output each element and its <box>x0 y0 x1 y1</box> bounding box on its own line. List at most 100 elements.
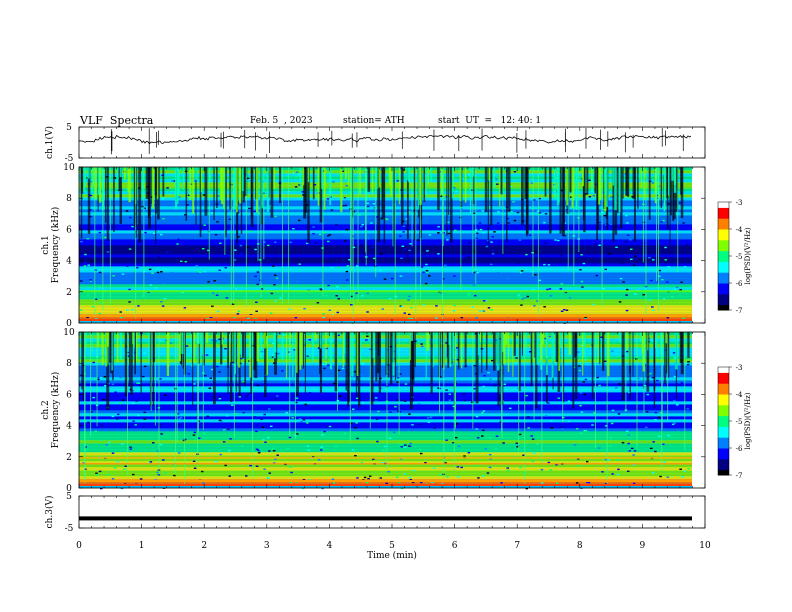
dark-streak <box>213 167 215 220</box>
noise-pixel <box>463 393 466 395</box>
noise-pixel <box>268 472 271 474</box>
noise-pixel <box>513 219 517 222</box>
noise-pixel <box>274 458 277 460</box>
dark-streak <box>633 167 636 242</box>
noise-pixel <box>117 217 120 220</box>
noise-pixel <box>100 424 104 427</box>
noise-pixel <box>391 277 394 280</box>
dark-streak <box>520 167 524 225</box>
noise-pixel <box>616 473 620 476</box>
noise-pixel <box>351 449 355 451</box>
sferic-burst <box>532 332 534 361</box>
colorbar-cell <box>718 212 729 216</box>
noise-pixel <box>418 448 422 451</box>
sferic-burst <box>344 167 347 180</box>
noise-pixel <box>482 340 485 342</box>
noise-pixel <box>404 383 408 385</box>
frequency-band <box>79 197 692 201</box>
noise-pixel <box>325 256 328 259</box>
colorbar-cell <box>718 410 729 413</box>
noise-pixel <box>506 217 509 220</box>
noise-pixel <box>298 219 301 222</box>
noise-pixel <box>85 403 88 405</box>
dark-streak <box>507 167 511 212</box>
noise-pixel <box>289 481 293 483</box>
frequency-band <box>79 230 692 234</box>
frequency-band <box>79 191 692 195</box>
noise-pixel <box>627 434 630 436</box>
sferic-burst <box>553 167 556 199</box>
noise-pixel <box>261 426 265 428</box>
sferic-burst <box>667 167 670 196</box>
colorbar-cell <box>718 223 729 226</box>
noise-pixel <box>656 197 659 200</box>
noise-pixel <box>538 212 542 214</box>
noise-pixel <box>184 214 187 216</box>
noise-pixel <box>253 416 257 418</box>
noise-pixel <box>162 282 166 285</box>
dark-streak <box>358 332 360 409</box>
noise-pixel <box>420 343 423 345</box>
y-tick-label: 5 <box>66 492 72 502</box>
colorbar-cell <box>718 422 729 426</box>
atmospheric-line <box>252 332 254 479</box>
noise-pixel <box>409 442 412 445</box>
noise-pixel <box>328 234 331 236</box>
sferic-burst <box>372 332 375 359</box>
noise-pixel <box>598 384 601 387</box>
noise-pixel <box>663 390 666 392</box>
noise-pixel <box>237 310 241 313</box>
noise-pixel <box>495 339 498 341</box>
noise-pixel <box>149 284 152 286</box>
atmospheric-line <box>143 167 145 298</box>
colorbar-cell <box>718 377 729 381</box>
noise-pixel <box>394 406 397 408</box>
noise-pixel <box>213 280 216 282</box>
noise-pixel <box>352 210 355 213</box>
noise-pixel <box>197 270 200 272</box>
low-frequency-line <box>79 321 692 323</box>
colorbar-cell <box>718 458 729 462</box>
noise-pixel <box>159 443 163 446</box>
noise-pixel <box>361 402 365 404</box>
dark-streak <box>119 167 122 224</box>
noise-pixel <box>143 418 147 420</box>
y-tick-label: -5 <box>65 154 74 164</box>
noise-pixel <box>131 225 134 228</box>
noise-pixel <box>199 271 202 273</box>
noise-pixel <box>424 462 427 464</box>
frequency-band <box>79 428 692 432</box>
sferic-burst <box>198 332 201 344</box>
noise-pixel <box>274 398 277 400</box>
noise-pixel <box>417 403 421 405</box>
noise-pixel <box>578 369 582 372</box>
noise-pixel <box>440 292 443 294</box>
atmospheric-line <box>257 167 259 262</box>
noise-pixel <box>616 459 619 461</box>
noise-pixel <box>481 289 485 291</box>
noise-pixel <box>406 255 409 257</box>
colorbar-cell <box>718 451 729 454</box>
noise-pixel <box>632 264 636 266</box>
noise-pixel <box>648 257 651 259</box>
atmospheric-line <box>573 167 575 286</box>
noise-pixel <box>338 395 342 398</box>
noise-pixel <box>156 471 159 474</box>
sferic-burst <box>259 332 262 359</box>
noise-pixel <box>617 413 621 415</box>
dark-streak <box>242 332 245 359</box>
noise-pixel <box>119 376 123 379</box>
noise-pixel <box>450 386 453 389</box>
noise-pixel <box>291 417 294 419</box>
noise-pixel <box>273 283 276 286</box>
noise-pixel <box>452 187 456 189</box>
noise-pixel <box>473 364 477 367</box>
frequency-band <box>79 251 692 255</box>
sferic-burst <box>375 167 378 190</box>
noise-pixel <box>298 418 302 420</box>
noise-pixel <box>300 420 303 423</box>
noise-pixel <box>379 387 383 390</box>
frequency-band <box>79 437 692 441</box>
noise-pixel <box>375 227 379 230</box>
atmospheric-line <box>127 332 129 475</box>
